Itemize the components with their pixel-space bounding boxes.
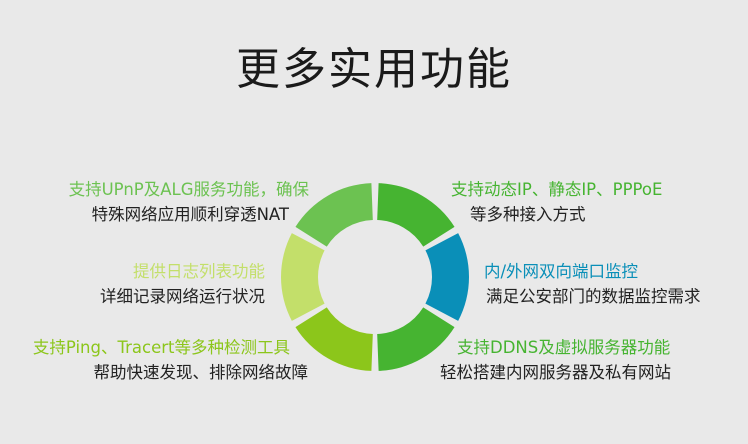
feature-heading-ddns: 支持DDNS及虚拟服务器功能 [457,338,671,357]
feature-detail-dynamic-ip: 等多种接入方式 [470,205,586,224]
feature-detail-port-monitor: 满足公安部门的数据监控需求 [486,287,701,306]
feature-detail-ping: 帮助快速发现、排除网络故障 [93,363,309,382]
feature-detail-upnp: 特殊网络应用顺利穿透NAT [91,205,289,224]
feature-detail-ddns: 轻松搭建内网服务器及私有网站 [440,363,671,382]
feature-heading-dynamic-ip: 支持动态IP、静态IP、PPPoE [451,180,663,199]
donut-segment [295,307,373,371]
page-title: 更多实用功能 [236,44,512,95]
feature-heading-log: 提供日志列表功能 [133,262,265,281]
donut-segment [281,233,325,321]
donut-segment [295,183,373,247]
donut-segment [377,307,455,371]
feature-heading-upnp: 支持UPnP及ALG服务功能，确保 [68,180,309,199]
feature-detail-log: 详细记录网络运行状况 [100,287,265,306]
donut-segment [377,183,455,247]
feature-heading-ping: 支持Ping、Tracert等多种检测工具 [32,338,290,357]
donut-segment [425,233,469,321]
feature-heading-port-monitor: 内/外网双向端口监控 [484,262,639,281]
